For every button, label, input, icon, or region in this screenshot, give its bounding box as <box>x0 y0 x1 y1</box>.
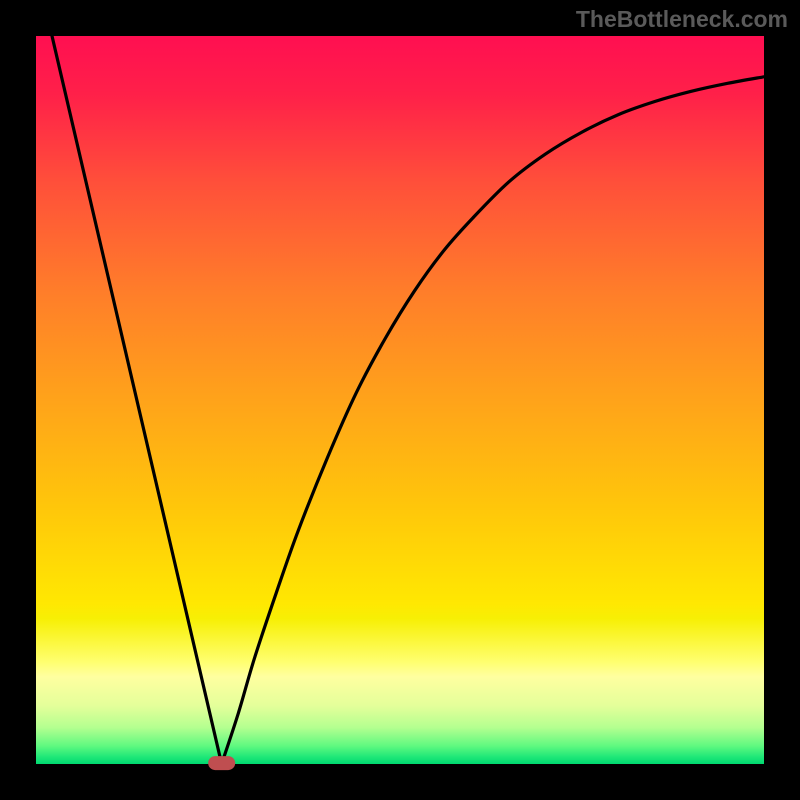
plot-background <box>36 36 764 764</box>
chart-container: TheBottleneck.com <box>0 0 800 800</box>
bottleneck-marker <box>208 756 236 770</box>
watermark-text: TheBottleneck.com <box>576 6 788 33</box>
bottleneck-chart-svg <box>0 0 800 800</box>
